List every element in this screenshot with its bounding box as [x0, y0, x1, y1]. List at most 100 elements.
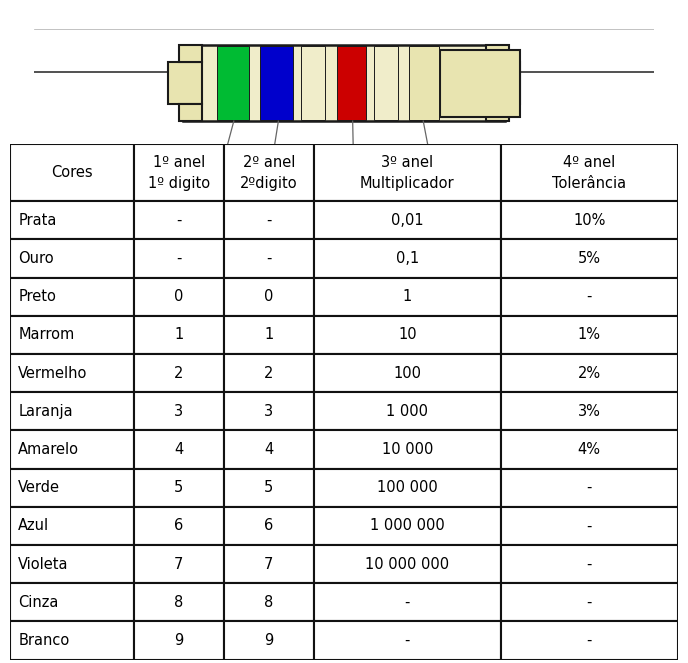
- Text: Azul: Azul: [19, 518, 50, 534]
- Bar: [183, 45, 505, 121]
- Text: -: -: [587, 289, 592, 304]
- Bar: [501, 278, 678, 316]
- Text: Violeta: Violeta: [19, 557, 69, 572]
- Text: 0,1: 0,1: [396, 251, 419, 266]
- Bar: [224, 201, 314, 239]
- Text: 10 000 000: 10 000 000: [365, 557, 449, 572]
- Bar: [224, 278, 314, 316]
- Bar: [501, 201, 678, 239]
- Text: 1 000: 1 000: [387, 404, 429, 419]
- Bar: [440, 50, 520, 117]
- Text: 9: 9: [174, 633, 184, 648]
- Bar: [486, 45, 509, 62]
- Bar: [501, 144, 678, 201]
- Text: Tolerância: Tolerância: [552, 176, 626, 192]
- Text: 1%: 1%: [578, 328, 601, 342]
- Bar: [168, 62, 202, 105]
- Bar: [10, 354, 133, 392]
- Text: -: -: [587, 595, 592, 610]
- Bar: [501, 545, 678, 583]
- Text: -: -: [176, 251, 182, 266]
- Text: -: -: [587, 518, 592, 534]
- Text: Preto: Preto: [19, 289, 56, 304]
- Text: -: -: [266, 251, 272, 266]
- Bar: [314, 621, 501, 660]
- Text: 5: 5: [174, 480, 184, 495]
- Bar: [133, 144, 224, 201]
- Text: Prata: Prata: [19, 213, 56, 228]
- Bar: [314, 469, 501, 507]
- Text: Amarelo: Amarelo: [19, 442, 79, 457]
- Text: -: -: [405, 633, 410, 648]
- Text: -: -: [266, 213, 272, 228]
- Text: 5%: 5%: [578, 251, 601, 266]
- Bar: [10, 316, 133, 354]
- Bar: [314, 545, 501, 583]
- Text: 0: 0: [174, 289, 184, 304]
- Text: Cinza: Cinza: [19, 595, 58, 610]
- Bar: [224, 545, 314, 583]
- Bar: [133, 201, 224, 239]
- Bar: [133, 392, 224, 430]
- Text: 6: 6: [264, 518, 274, 534]
- Bar: [501, 239, 678, 278]
- Text: Laranja: Laranja: [19, 404, 73, 419]
- Text: -: -: [587, 480, 592, 495]
- Text: Ouro: Ouro: [19, 251, 54, 266]
- Bar: [217, 46, 249, 120]
- Bar: [486, 62, 520, 105]
- Text: 100: 100: [394, 365, 421, 381]
- Bar: [224, 239, 314, 278]
- Text: Branco: Branco: [19, 633, 69, 648]
- Text: Cores: Cores: [51, 165, 93, 180]
- Bar: [10, 430, 133, 469]
- Bar: [10, 469, 133, 507]
- Text: 3: 3: [264, 404, 274, 419]
- Text: 2%: 2%: [578, 365, 601, 381]
- Bar: [224, 583, 314, 621]
- Bar: [501, 469, 678, 507]
- Text: -: -: [176, 213, 182, 228]
- Text: 2: 2: [264, 365, 274, 381]
- Text: 7: 7: [174, 557, 184, 572]
- Text: 10%: 10%: [573, 213, 605, 228]
- Text: 5: 5: [264, 480, 274, 495]
- Bar: [314, 430, 501, 469]
- Bar: [10, 392, 133, 430]
- Text: 3: 3: [174, 404, 184, 419]
- Bar: [501, 507, 678, 545]
- Text: 0,01: 0,01: [391, 213, 424, 228]
- Bar: [133, 278, 224, 316]
- Bar: [314, 239, 501, 278]
- Bar: [314, 354, 501, 392]
- Text: 1º digito: 1º digito: [148, 176, 210, 192]
- Bar: [10, 144, 133, 201]
- Bar: [501, 354, 678, 392]
- Bar: [314, 583, 501, 621]
- Bar: [224, 469, 314, 507]
- Bar: [314, 392, 501, 430]
- Bar: [224, 144, 314, 201]
- Text: 2: 2: [174, 365, 184, 381]
- Text: 8: 8: [264, 595, 274, 610]
- Text: 1º anel: 1º anel: [153, 154, 205, 170]
- Text: 9: 9: [264, 633, 274, 648]
- Bar: [10, 239, 133, 278]
- Bar: [501, 392, 678, 430]
- Text: 1: 1: [264, 328, 274, 342]
- Text: 2ºdigito: 2ºdigito: [240, 176, 298, 192]
- Bar: [314, 201, 501, 239]
- Bar: [409, 46, 439, 120]
- Bar: [10, 507, 133, 545]
- Bar: [224, 430, 314, 469]
- Text: 1: 1: [174, 328, 184, 342]
- Text: 3º anel: 3º anel: [381, 154, 433, 170]
- Bar: [501, 583, 678, 621]
- Text: 100 000: 100 000: [377, 480, 438, 495]
- Bar: [224, 354, 314, 392]
- Bar: [314, 278, 501, 316]
- Text: Multiplicador: Multiplicador: [360, 176, 455, 192]
- Bar: [179, 105, 202, 121]
- Bar: [133, 507, 224, 545]
- Bar: [10, 583, 133, 621]
